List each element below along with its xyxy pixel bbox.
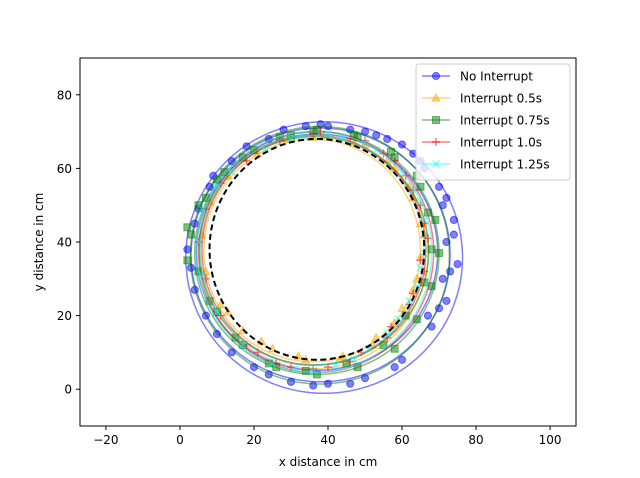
x-tick-label: 100 [539,433,562,447]
data-point [397,140,407,149]
data-point [379,149,388,158]
legend-label: Interrupt 1.25s [460,158,550,172]
legend-item: Interrupt 0.75s [422,114,550,128]
y-tick-label: 60 [57,162,72,176]
data-point [449,230,458,239]
data-point [442,296,451,305]
y-tick-label: 80 [57,88,72,102]
data-point [194,201,203,210]
legend-label: Interrupt 0.75s [460,114,550,128]
data-point [409,186,418,195]
data-point [442,193,451,202]
y-axis: 0 20 40 60 80 [57,88,80,397]
x-tick-label: 80 [468,433,483,447]
legend-item: Interrupt 1.0s [422,136,542,150]
data-point [198,204,207,213]
y-tick-label: 20 [57,309,72,323]
x-tick-label: 0 [176,433,184,447]
data-point [194,238,203,246]
data-point [416,197,425,206]
legend-item: No Interrupt [422,70,533,84]
x-tick-label: 20 [246,433,261,447]
data-point [238,341,247,350]
data-point [198,271,207,280]
legend: No Interrupt Interrupt 0.5s Interrupt 0.75… [415,63,571,181]
legend-marker [432,138,440,146]
data-point [227,168,236,177]
legend-label: Interrupt 1.0s [460,136,542,150]
y-axis-label: y distance in cm [32,193,46,292]
data-point [390,363,399,372]
data-point [411,273,422,283]
data-point [268,359,277,368]
series-line [189,125,451,385]
data-point [324,129,332,138]
x-tick-label: 40 [320,433,335,447]
data-point [453,259,462,269]
legend-item: Interrupt 1.25s [422,158,550,172]
y-tick-label: 0 [64,383,72,397]
data-point [394,315,403,324]
y-tick-label: 40 [57,236,72,250]
data-point [242,157,251,166]
data-point [312,370,321,379]
legend-marker [432,116,440,124]
x-tick-label: 60 [394,433,409,447]
data-point [372,146,381,154]
legend-marker [431,71,441,81]
data-point [361,138,370,147]
x-tick-label: −20 [93,433,118,447]
data-point [390,344,399,353]
legend-label: No Interrupt [460,70,533,84]
data-point [397,302,407,312]
data-point [187,230,196,239]
x-axis-label: x distance in cm [279,455,378,469]
legend-marker [431,92,441,102]
data-point [386,157,395,166]
data-point [449,215,458,225]
data-point [434,182,444,191]
data-point [298,131,307,140]
series-interrupt-1-25s [194,129,433,375]
data-point [438,274,447,283]
data-point [212,182,221,191]
data-point [309,366,318,375]
data-point [338,133,347,142]
data-point [398,168,407,177]
data-point [183,223,192,232]
data-point [431,215,440,224]
data-point [397,355,407,364]
data-point [383,134,392,144]
legend-item: Interrupt 0.5s [422,92,542,106]
data-point [423,311,433,320]
data-point [386,147,395,156]
data-point [416,182,425,191]
data-point [183,256,192,265]
series-line [197,130,435,374]
legend-box [415,63,571,181]
legend-label: Interrupt 0.5s [460,92,542,106]
data-point [290,364,299,373]
plot-area [183,120,464,394]
data-point [435,249,444,258]
x-axis: −20 0 20 40 60 80 100 [93,426,562,447]
data-point [405,296,414,305]
legend-marker [432,160,440,168]
data-point [349,355,358,364]
data-point [412,282,421,291]
data-point [301,121,310,131]
data-point [301,366,310,375]
data-point [212,307,221,316]
data-point [331,361,340,370]
